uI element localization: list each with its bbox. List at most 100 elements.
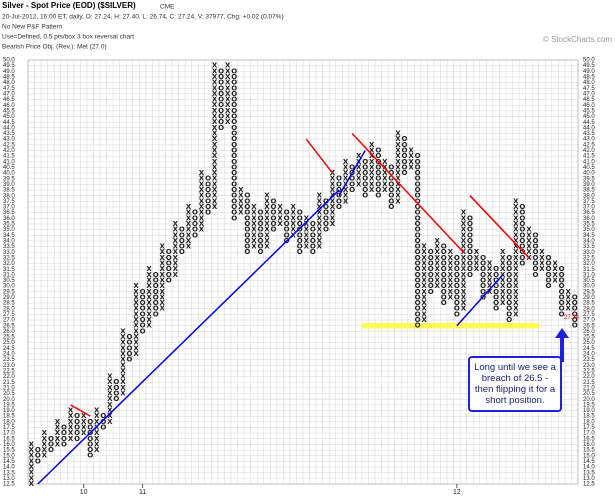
box-glyph: O [244, 203, 250, 211]
box-glyph: O [454, 299, 460, 307]
box-glyph: X [199, 192, 205, 200]
box-glyph: X [133, 350, 139, 358]
y-tick-label-right: 32.0 [583, 261, 595, 267]
box-glyph: X [487, 276, 493, 284]
box-glyph: X [146, 271, 152, 279]
box-glyph: X [42, 452, 48, 460]
box-glyph: X [421, 243, 427, 251]
box-glyph: X [421, 248, 427, 256]
box-glyph: X [199, 220, 205, 228]
box-glyph: O [244, 226, 250, 234]
box-glyph: O [375, 152, 381, 160]
box-glyph: X [186, 243, 192, 251]
box-glyph: O [140, 310, 146, 318]
box-glyph: O [467, 220, 473, 228]
y-tick-label: 24.0 [3, 352, 15, 358]
box-glyph: O [35, 446, 41, 454]
box-glyph: O [100, 412, 106, 420]
box-glyph: O [506, 271, 512, 279]
box-glyph: O [166, 248, 172, 256]
box-glyph: X [290, 226, 296, 234]
box-glyph: X [107, 401, 113, 409]
x-tick-label: 10 [80, 489, 88, 496]
box-glyph: X [42, 440, 48, 448]
box-glyph: O [231, 197, 237, 205]
box-glyph: X [461, 265, 467, 273]
box-glyph: X [474, 248, 480, 256]
box-glyph: O [441, 254, 447, 262]
box-glyph: X [513, 265, 519, 273]
y-tick-label: 16.0 [3, 442, 15, 448]
box-glyph: O [441, 282, 447, 290]
box-glyph: O [127, 344, 133, 352]
box-glyph: O [506, 276, 512, 284]
y-tick-label: 39.0 [3, 182, 15, 188]
box-glyph: O [231, 118, 237, 126]
box-glyph: X [304, 231, 310, 239]
box-glyph: X [421, 310, 427, 318]
box-glyph: X [146, 276, 152, 284]
box-glyph: O [415, 254, 421, 262]
box-glyph: O [231, 158, 237, 166]
box-glyph: O [428, 282, 434, 290]
y-tick-label: 27.5 [3, 312, 15, 318]
box-glyph: O [506, 265, 512, 273]
box-glyph: X [421, 299, 427, 307]
y-tick-label-right: 24.5 [583, 346, 595, 352]
box-glyph: O [519, 231, 525, 239]
y-tick-label-right: 30.5 [583, 278, 595, 284]
y-tick-label: 30.0 [3, 284, 15, 290]
y-tick-label: 48.5 [3, 75, 15, 81]
y-tick-label: 38.5 [3, 188, 15, 194]
box-glyph: X [526, 254, 532, 262]
box-glyph: O [310, 237, 316, 245]
y-tick-label: 18.0 [3, 419, 15, 425]
box-glyph: O [428, 260, 434, 268]
box-glyph: X [330, 214, 336, 222]
box-glyph: X [173, 226, 179, 234]
y-tick-label-right: 36.0 [583, 216, 595, 222]
box-glyph: O [297, 243, 303, 251]
box-glyph: X [133, 339, 139, 347]
y-tick-label-right: 49.0 [583, 69, 595, 75]
box-glyph: O [480, 271, 486, 279]
box-glyph: X [199, 226, 205, 234]
box-glyph: X [55, 423, 61, 431]
box-glyph: X [199, 203, 205, 211]
box-glyph: X [133, 310, 139, 318]
box-glyph: X [160, 260, 166, 268]
box-glyph: O [415, 169, 421, 177]
box-glyph: O [61, 440, 67, 448]
box-glyph: X [290, 214, 296, 222]
y-tick-label: 20.5 [3, 391, 15, 397]
y-tick-label-right: 31.5 [583, 267, 595, 273]
box-glyph: X [264, 231, 270, 239]
box-glyph: X [408, 152, 414, 160]
box-glyph: O [532, 231, 538, 239]
box-glyph: X [173, 271, 179, 279]
box-glyph: O [284, 231, 290, 239]
box-glyph: X [526, 248, 532, 256]
box-glyph: X [395, 152, 401, 160]
box-glyph: O [506, 293, 512, 301]
box-glyph: O [532, 254, 538, 262]
y-tick-label-right: 41.5 [583, 154, 595, 160]
box-glyph: X [408, 146, 414, 154]
box-glyph: X [160, 299, 166, 307]
box-glyph: X [160, 271, 166, 279]
box-glyph: X [146, 293, 152, 301]
box-glyph: X [160, 282, 166, 290]
box-glyph: X [500, 260, 506, 268]
y-tick-label: 12.5 [3, 482, 15, 488]
box-glyph: X [186, 231, 192, 239]
box-glyph: O [480, 254, 486, 262]
box-glyph: O [153, 310, 159, 318]
box-glyph: X [225, 67, 231, 75]
